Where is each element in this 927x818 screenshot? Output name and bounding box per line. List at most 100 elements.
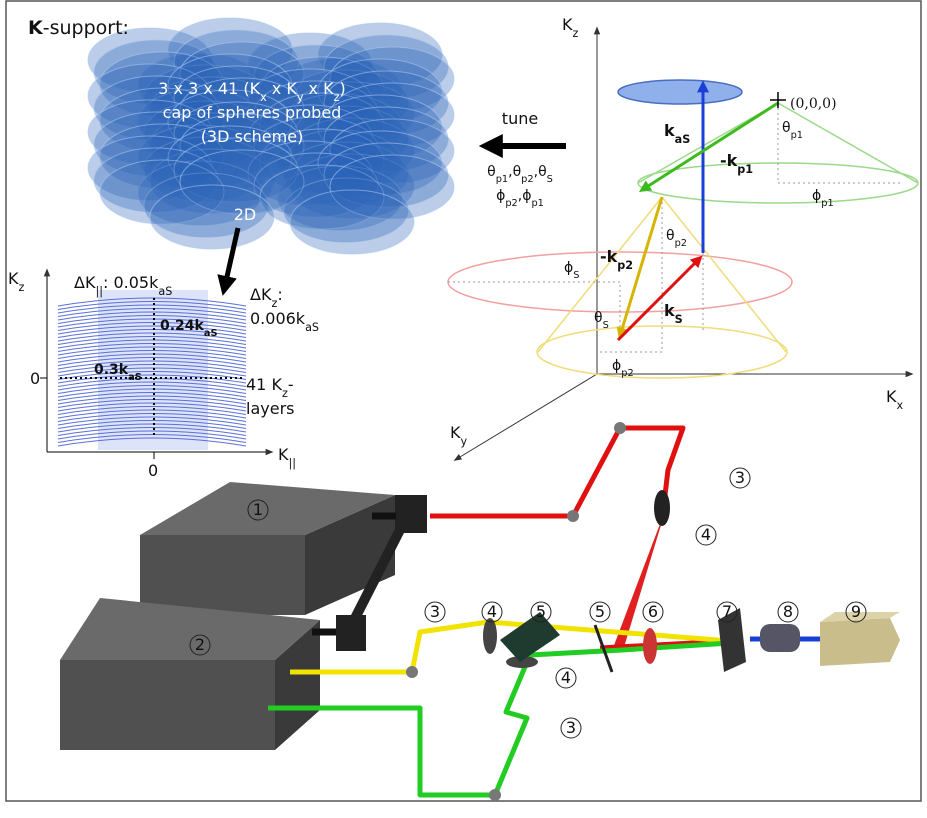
cap xyxy=(617,79,743,105)
frame xyxy=(5,0,922,802)
layer xyxy=(57,371,247,380)
spectrometer xyxy=(820,618,900,666)
layer xyxy=(57,357,247,366)
component-markers: 1 2 3 4 5 5 6 7 8 9 3 4 4 3 xyxy=(189,467,867,739)
layer xyxy=(57,402,247,412)
dichroic xyxy=(593,624,614,673)
angle-label: θS xyxy=(594,310,609,331)
lens xyxy=(483,618,497,654)
layer xyxy=(57,381,247,391)
sphere-cap xyxy=(87,99,213,165)
layer xyxy=(57,434,247,443)
layer xyxy=(57,364,247,373)
subscript: p1 xyxy=(531,198,543,209)
label-part: (0,0,0) xyxy=(790,96,837,112)
subscript: S xyxy=(573,270,579,281)
mirror xyxy=(406,666,418,678)
layer xyxy=(57,329,247,338)
label-part: k xyxy=(664,301,675,320)
component-number: 7 xyxy=(722,602,732,621)
k-diagram xyxy=(447,26,919,461)
subscript: aS xyxy=(305,321,319,334)
marker-circle xyxy=(555,667,577,689)
vector-label: kS xyxy=(664,301,683,326)
layer xyxy=(57,353,247,363)
label-part: θ xyxy=(594,310,603,326)
setup xyxy=(60,422,900,801)
sphere-cap xyxy=(99,51,225,117)
tick-label: 0 xyxy=(30,369,40,388)
sphere-cap xyxy=(87,135,213,201)
k-s-arrow xyxy=(616,255,703,342)
sphere-cap xyxy=(323,70,449,136)
sphere-cap xyxy=(323,34,449,100)
label-part: x K xyxy=(267,79,298,98)
layer xyxy=(57,308,247,317)
tune-angles: ϕp2,ϕp1 xyxy=(496,188,544,209)
marker-circle xyxy=(247,499,269,521)
subscript: p1 xyxy=(791,130,803,141)
axis-label: Ky xyxy=(450,423,468,448)
sphere-cap xyxy=(93,111,219,177)
cone-base xyxy=(536,325,788,379)
guides xyxy=(448,103,900,353)
subscript: p2 xyxy=(505,198,517,209)
marker-circle xyxy=(716,601,738,623)
axis-label: Kx xyxy=(886,387,904,412)
width-label: 0.3kaS xyxy=(94,362,142,383)
subscript: aS xyxy=(675,133,691,146)
tune-angles: θp1,θp2,θS xyxy=(487,164,553,185)
sphere-cap xyxy=(137,160,263,226)
layer xyxy=(57,416,247,426)
coupler xyxy=(312,512,396,636)
sphere-cap xyxy=(167,53,293,119)
subscript: p2 xyxy=(621,368,633,379)
subscript: z xyxy=(19,281,25,294)
label-part: ϕ xyxy=(496,188,505,204)
beam-yellow xyxy=(290,619,731,675)
layer xyxy=(57,385,247,394)
layer xyxy=(57,360,247,370)
label-part: ΔK xyxy=(250,285,272,304)
component-number: 4 xyxy=(701,525,711,544)
axis-label: K|| xyxy=(278,445,296,470)
sphere-cap xyxy=(317,22,443,88)
subscript: p2 xyxy=(675,238,687,249)
sphere-cap xyxy=(173,137,299,203)
sphere-cap xyxy=(329,46,455,112)
layer xyxy=(57,420,247,429)
layer xyxy=(57,437,247,447)
subscript: aS xyxy=(128,372,142,383)
layer xyxy=(57,318,247,328)
subscript: x xyxy=(260,91,267,104)
cloud-line: (3D scheme) xyxy=(201,127,304,146)
label-part: ,θ xyxy=(534,164,547,180)
marker-circle xyxy=(845,601,867,623)
angle-label: ϕp1 xyxy=(812,188,834,209)
label-part: K xyxy=(450,423,461,442)
sphere-cap xyxy=(167,125,293,191)
label-part: 3 x 3 x 41 (K xyxy=(158,79,260,98)
layer xyxy=(57,301,247,310)
sphere-cap xyxy=(99,159,225,225)
sphere-cap xyxy=(143,172,269,238)
title-rest: -support: xyxy=(43,17,129,39)
label-part: 0.3k xyxy=(94,362,129,378)
label-part: θ xyxy=(666,228,675,244)
sphere-cap xyxy=(317,58,443,124)
label-part: 41 K xyxy=(246,375,282,394)
sample xyxy=(718,608,746,672)
origin-label: (0,0,0) xyxy=(790,96,837,112)
subscript: x xyxy=(897,399,904,412)
k-support-title: K-support: xyxy=(28,17,129,39)
sphere-cap xyxy=(87,63,213,129)
sphere-cap xyxy=(93,75,219,141)
subscript: S xyxy=(547,174,553,185)
marker-circle xyxy=(530,601,552,623)
laser-2 xyxy=(60,660,275,750)
subscript: y xyxy=(461,435,468,448)
layer xyxy=(57,388,247,398)
label-part: K xyxy=(8,269,19,288)
vector-label: kaS xyxy=(664,121,690,146)
